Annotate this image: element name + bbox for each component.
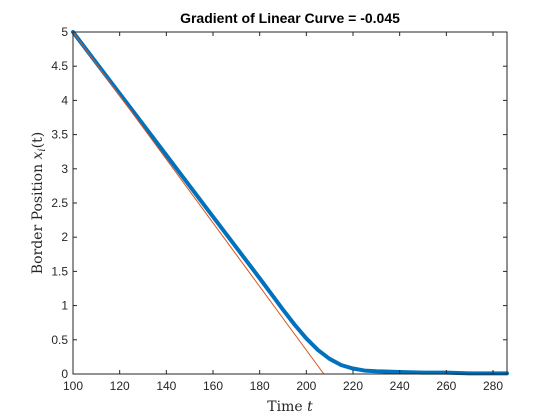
x-tick-label: 100 [63,379,83,393]
x-tick-label: 160 [203,379,223,393]
x-tick-label: 200 [296,379,316,393]
chart-title: Gradient of Linear Curve = -0.045 [180,10,400,26]
y-tick-label: 3.5 [51,128,68,142]
y-tick-label: 1 [61,299,68,313]
x-tick-label: 120 [110,379,130,393]
x-axis-title: Time t [267,399,313,415]
series-line-2 [72,31,325,375]
y-axis-subscript: i [37,148,48,151]
y-axis-title: Border Position xi(t) [30,132,48,274]
y-tick-label: 3 [61,162,68,176]
x-tick-label: 260 [436,379,456,393]
x-tick-label: 280 [483,379,503,393]
plot-area [73,32,507,374]
series-line-1 [71,30,509,376]
x-tick-label: 180 [250,379,270,393]
y-tick-label: 0.5 [51,333,68,347]
y-tick-label: 4.5 [51,59,68,73]
y-tick-label: 5 [61,25,68,39]
y-axis-variable: x [30,151,46,159]
series-layer [71,30,509,376]
y-tick-label: 2.5 [51,196,68,210]
y-tick-label: 0 [61,367,68,381]
x-tick-label: 240 [390,379,410,393]
y-axis-argument: (t) [30,132,46,149]
x-tick-label: 140 [156,379,176,393]
y-tick-label: 4 [61,93,68,107]
x-axis-variable: t [307,399,313,415]
y-tick-label: 1.5 [51,264,68,278]
x-axis-label: Time [267,399,302,415]
y-axis-label: Border Position [30,164,46,274]
ticks-layer: 100 120 140 160 180 200 220 240 260 280 0 0.5 1 1.5 2 2… [51,25,507,393]
axes-box [72,31,508,375]
y-tick-label: 2 [61,230,68,244]
x-tick-label: 220 [343,379,363,393]
